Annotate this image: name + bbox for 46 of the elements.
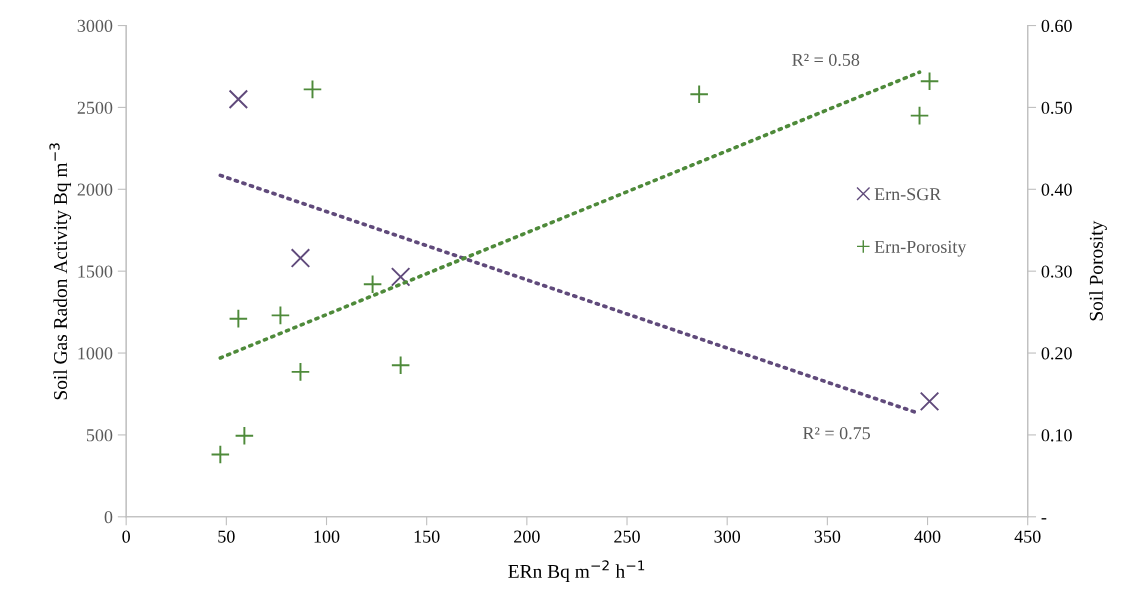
x-tick-label: 100 bbox=[314, 530, 340, 543]
annotation: R² = 0.58 bbox=[792, 53, 860, 66]
x-tick-label: 450 bbox=[1014, 530, 1041, 543]
point bbox=[390, 355, 411, 376]
x-tick-label: 150 bbox=[414, 530, 440, 543]
x-tick-label: 0 bbox=[122, 530, 130, 543]
y-tick-label: 2000 bbox=[77, 183, 113, 196]
annotation: R² = 0.75 bbox=[802, 427, 871, 440]
point bbox=[919, 391, 940, 412]
x-axis-title: ERn Bq m$^{−2}$ h$^{−1}$ bbox=[508, 560, 645, 582]
point bbox=[228, 89, 249, 109]
y-tick-label: 500 bbox=[86, 429, 113, 442]
point bbox=[390, 267, 411, 287]
y2-tick-label: 0.60 bbox=[1041, 19, 1072, 33]
y-tick-label: 1500 bbox=[78, 265, 113, 278]
point bbox=[302, 79, 323, 100]
point bbox=[362, 274, 383, 295]
x-tick-label: 50 bbox=[218, 530, 235, 543]
point bbox=[234, 425, 255, 446]
point bbox=[919, 71, 940, 91]
y2-tick-label: 0.10 bbox=[1041, 429, 1072, 442]
y-axis-title: Soil Gas Radon Activity Bq m$^{−3}$ bbox=[49, 143, 72, 400]
point bbox=[290, 248, 311, 268]
y2-tick-label: 0.20 bbox=[1041, 347, 1072, 360]
y-tick-label: 2500 bbox=[77, 101, 113, 114]
y2-axis-title: Soil Porosity bbox=[1089, 220, 1107, 321]
y2-tick-label: 0.30 bbox=[1041, 265, 1072, 278]
point bbox=[909, 105, 930, 126]
point bbox=[290, 362, 311, 382]
x-tick-label: 350 bbox=[814, 530, 841, 543]
x-tick-label: 250 bbox=[614, 530, 640, 543]
x-tick-label: 200 bbox=[514, 530, 540, 543]
point bbox=[210, 444, 231, 465]
y-tick-label: 3000 bbox=[77, 19, 113, 32]
y-tick-label: 1000 bbox=[78, 347, 113, 360]
y-tick-label: 0 bbox=[104, 511, 113, 524]
point bbox=[689, 84, 709, 105]
legend-label: Ern-SGR bbox=[874, 188, 942, 201]
x-tick-label: 300 bbox=[714, 530, 741, 543]
y2-tick-label: 0.50 bbox=[1041, 101, 1072, 114]
point bbox=[228, 308, 249, 329]
point bbox=[270, 305, 291, 326]
y2-tick-label: 0.40 bbox=[1041, 183, 1072, 196]
y2-tick-label: - bbox=[1041, 518, 1047, 520]
legend-label: Ern-Porosity bbox=[874, 240, 967, 257]
x-tick-label: 400 bbox=[914, 530, 941, 543]
